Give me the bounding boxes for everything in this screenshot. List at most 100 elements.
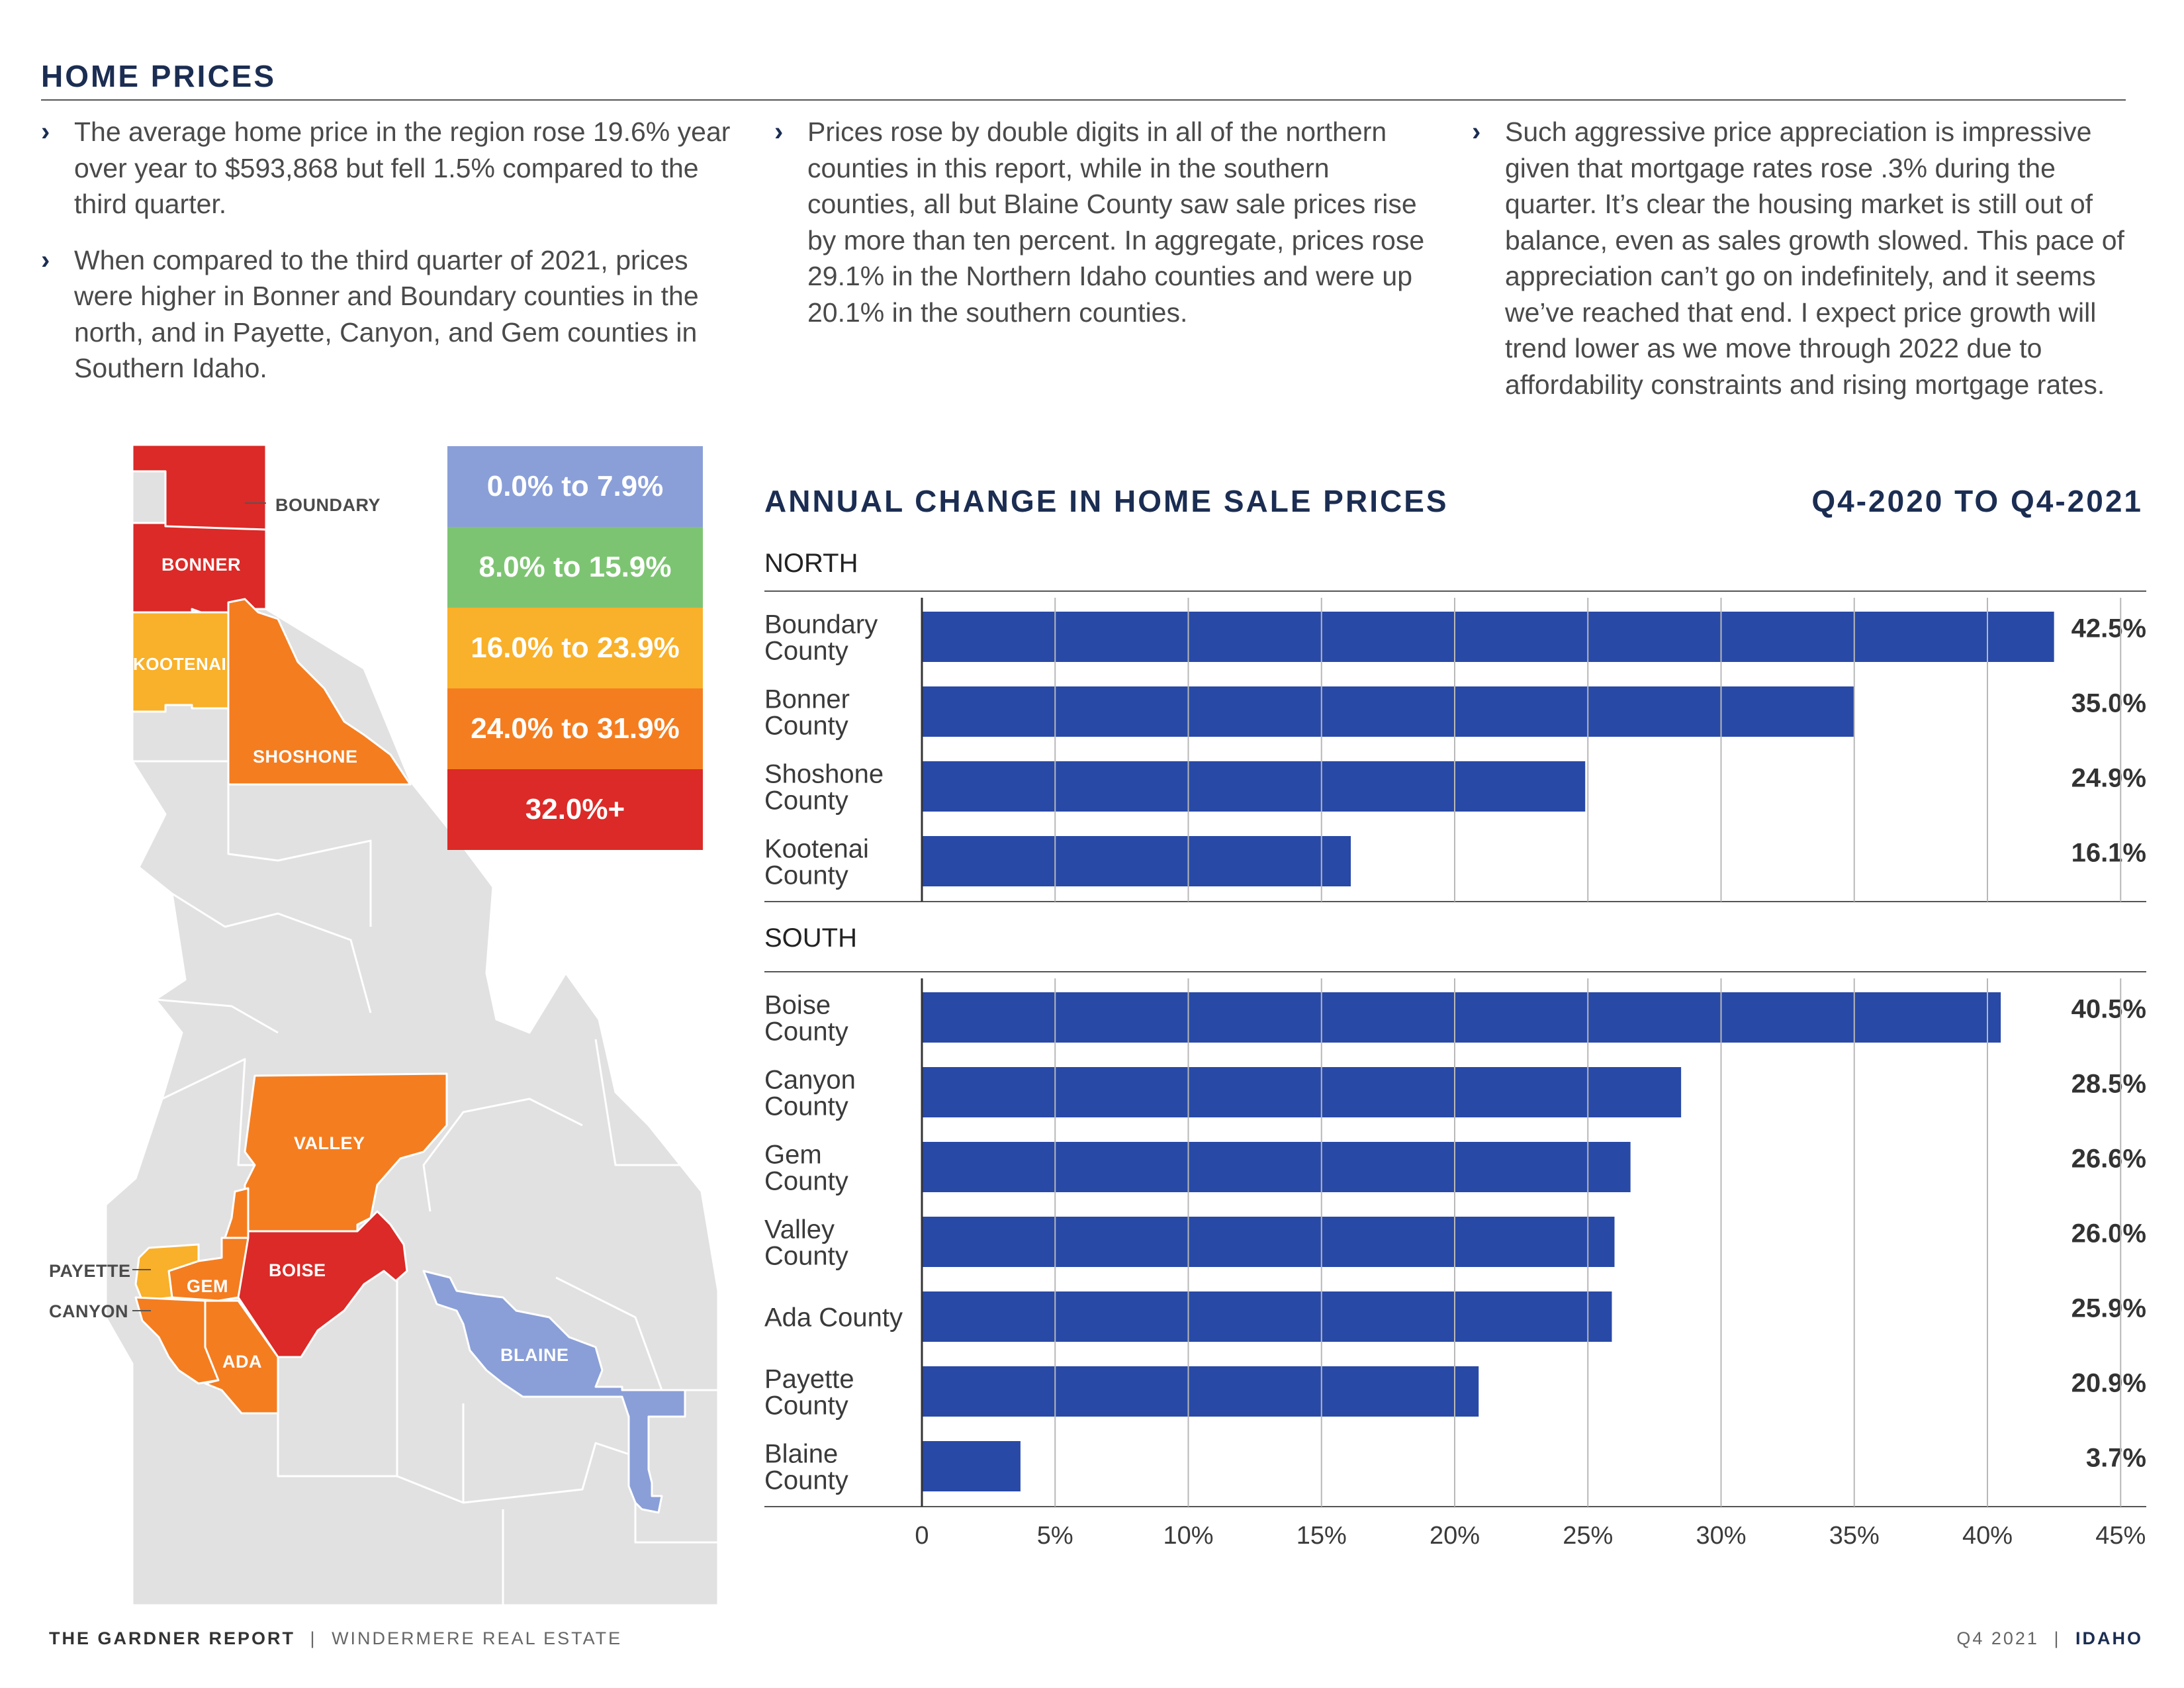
category-label: Ada County bbox=[764, 1303, 903, 1333]
chart-title: ANNUAL CHANGE IN HOME SALE PRICES bbox=[764, 484, 1449, 518]
chart-group-heading: SOUTH bbox=[764, 923, 857, 953]
map-label-kootenai: KOOTENAI bbox=[133, 654, 227, 674]
category-label: Gem bbox=[764, 1141, 822, 1170]
category-label: Shoshone bbox=[764, 760, 884, 789]
x-tick-label: 5% bbox=[1037, 1522, 1073, 1550]
x-tick-label: 10% bbox=[1163, 1522, 1213, 1550]
map-label-payette: PAYETTE bbox=[49, 1261, 131, 1281]
title-rule bbox=[41, 99, 2126, 101]
category-label: County bbox=[764, 786, 848, 816]
page-title: HOME PRICES bbox=[41, 59, 277, 93]
x-tick-label: 45% bbox=[2095, 1522, 2146, 1550]
value-label: 40.5% bbox=[2071, 995, 2146, 1024]
footer-left: THE GARDNER REPORT | WINDERMERE REAL EST… bbox=[49, 1628, 622, 1649]
county-ada bbox=[204, 1299, 279, 1415]
bar bbox=[922, 1217, 1615, 1267]
value-label: 26.0% bbox=[2071, 1219, 2146, 1248]
legend-item: 32.0%+ bbox=[447, 769, 703, 850]
chevron-icon: › bbox=[41, 117, 50, 146]
category-label: County bbox=[764, 712, 848, 741]
x-tick-label: 15% bbox=[1297, 1522, 1347, 1550]
map-legend: 0.0% to 7.9% 8.0% to 15.9% 16.0% to 23.9… bbox=[447, 446, 703, 850]
x-tick-label: 40% bbox=[1962, 1522, 2013, 1550]
map-label-shoshone: SHOSHONE bbox=[253, 747, 358, 767]
category-label: County bbox=[764, 1391, 848, 1421]
text-column-1: › The average home price in the region ro… bbox=[41, 114, 736, 406]
bullet-text: When compared to the third quarter of 20… bbox=[74, 244, 699, 384]
value-label: 20.9% bbox=[2071, 1369, 2146, 1398]
legend-item: 16.0% to 23.9% bbox=[447, 608, 703, 688]
map-label-ada: ADA bbox=[222, 1352, 262, 1372]
value-label: 28.5% bbox=[2071, 1070, 2146, 1099]
legend-label: 16.0% to 23.9% bbox=[471, 632, 680, 664]
bullet-text: Such aggressive price appreciation is im… bbox=[1505, 117, 2124, 400]
map-label-boise: BOISE bbox=[269, 1260, 326, 1280]
bar bbox=[922, 1291, 1612, 1342]
county-valley bbox=[244, 1072, 448, 1243]
category-label: County bbox=[764, 861, 848, 890]
map-label-canyon: CANYON bbox=[49, 1301, 129, 1321]
county-shoshone bbox=[227, 598, 412, 786]
x-tick-label: 0 bbox=[915, 1522, 929, 1550]
county-boise bbox=[237, 1210, 408, 1358]
chevron-icon: › bbox=[1472, 117, 1481, 146]
bar bbox=[922, 761, 1586, 812]
chart-group-heading: NORTH bbox=[764, 549, 858, 578]
category-label: Valley bbox=[764, 1215, 835, 1244]
legend-label: 32.0%+ bbox=[525, 793, 625, 825]
bar bbox=[922, 1441, 1021, 1491]
category-label: Kootenai bbox=[764, 835, 869, 864]
bar bbox=[922, 1142, 1631, 1192]
category-label: Bonner bbox=[764, 685, 850, 714]
chart-subtitle: Q4-2020 TO Q4-2021 bbox=[1811, 484, 2143, 518]
map-label-blaine: BLAINE bbox=[500, 1345, 569, 1365]
bar bbox=[922, 1067, 1682, 1117]
footer-quarter: Q4 2021 bbox=[1956, 1628, 2039, 1648]
category-label: County bbox=[764, 1466, 848, 1495]
legend-label: 24.0% to 31.9% bbox=[471, 712, 680, 745]
map-label-boundary: BOUNDARY bbox=[275, 495, 381, 515]
category-label: County bbox=[764, 1092, 848, 1121]
category-label: Blaine bbox=[764, 1440, 838, 1469]
county-gem-north bbox=[224, 1187, 250, 1239]
county-boundary bbox=[131, 444, 267, 531]
chevron-icon: › bbox=[41, 245, 50, 275]
value-label: 26.6% bbox=[2071, 1145, 2146, 1174]
footer-right: Q4 2021 | IDAHO bbox=[1956, 1628, 2143, 1649]
x-tick-label: 20% bbox=[1430, 1522, 1480, 1550]
value-label: 42.5% bbox=[2071, 614, 2146, 643]
category-label: Boise bbox=[764, 991, 831, 1020]
legend-label: 0.0% to 7.9% bbox=[486, 470, 664, 502]
bullet-item: › When compared to the third quarter of 2… bbox=[41, 242, 736, 387]
x-tick-label: 25% bbox=[1563, 1522, 1613, 1550]
bar bbox=[922, 686, 1854, 737]
bullet-item: › Such aggressive price appreciation is i… bbox=[1472, 114, 2134, 402]
value-label: 24.9% bbox=[2071, 764, 2146, 793]
footer-sep: | bbox=[310, 1628, 317, 1648]
bar bbox=[922, 612, 2054, 662]
legend-item: 8.0% to 15.9% bbox=[447, 527, 703, 608]
x-tick-label: 30% bbox=[1696, 1522, 1746, 1550]
bullet-text: The average home price in the region ros… bbox=[74, 117, 731, 219]
map-label-valley: VALLEY bbox=[294, 1133, 365, 1153]
bar bbox=[922, 836, 1351, 886]
footer-sep: | bbox=[2054, 1628, 2061, 1648]
legend-label: 8.0% to 15.9% bbox=[478, 551, 672, 583]
footer-report-name: THE GARDNER REPORT bbox=[49, 1628, 296, 1648]
chevron-icon: › bbox=[774, 117, 784, 146]
bullet-item: › Prices rose by double digits in all of … bbox=[774, 114, 1443, 330]
bullet-item: › The average home price in the region ro… bbox=[41, 114, 736, 222]
category-label: County bbox=[764, 1167, 848, 1196]
category-label: County bbox=[764, 637, 848, 666]
category-label: County bbox=[764, 1017, 848, 1047]
legend-item: 24.0% to 31.9% bbox=[447, 688, 703, 769]
category-label: Boundary bbox=[764, 610, 878, 639]
bar bbox=[922, 1366, 1479, 1417]
value-label: 3.7% bbox=[2086, 1444, 2146, 1473]
legend-item: 0.0% to 7.9% bbox=[447, 446, 703, 527]
value-label: 25.9% bbox=[2071, 1294, 2146, 1323]
category-label: Canyon bbox=[764, 1066, 856, 1095]
county-blaine bbox=[422, 1270, 686, 1514]
county-payette bbox=[134, 1243, 200, 1302]
